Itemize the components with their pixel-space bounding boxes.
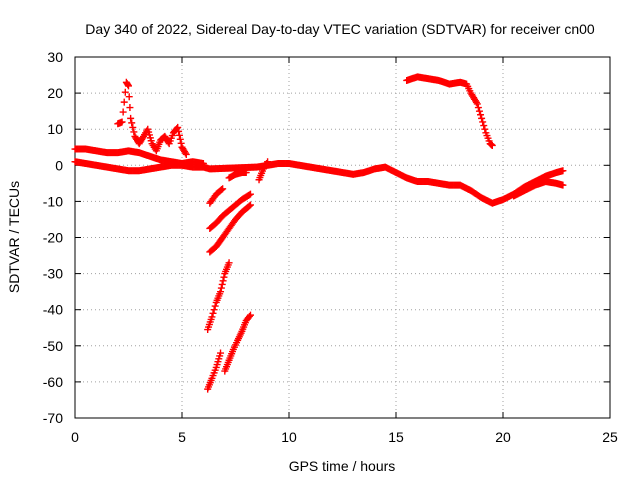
data-marks — [71, 73, 567, 393]
x-tick-label: 15 — [388, 429, 404, 445]
axis-ticks — [74, 56, 611, 419]
series-dip-g — [225, 169, 250, 182]
y-tick-label: -70 — [43, 410, 63, 426]
x-tick-label: 10 — [281, 429, 297, 445]
data-point — [199, 159, 207, 167]
data-point — [220, 273, 228, 281]
data-point — [225, 259, 233, 267]
data-point — [477, 111, 485, 119]
data-point — [181, 149, 189, 157]
data-point — [125, 93, 133, 101]
x-tick-label: 20 — [495, 429, 511, 445]
data-point — [124, 81, 132, 89]
data-point — [175, 127, 183, 135]
data-point — [129, 123, 137, 131]
series-dip-b — [206, 190, 254, 232]
data-point — [118, 118, 126, 126]
y-tick-label: -60 — [43, 374, 63, 390]
x-tick-label: 0 — [71, 429, 79, 445]
y-tick-label: -20 — [43, 230, 63, 246]
series-dip-c — [206, 201, 254, 256]
y-tick-label: 20 — [47, 85, 63, 101]
data-point — [208, 313, 216, 321]
data-point — [128, 119, 136, 127]
data-point — [119, 108, 127, 116]
y-tick-label: 30 — [47, 49, 63, 65]
data-point — [127, 114, 135, 122]
data-point — [246, 201, 254, 209]
data-point — [264, 158, 272, 166]
data-point — [218, 186, 226, 194]
data-point — [479, 118, 487, 126]
y-axis-label: SDTVAR / TECUs — [6, 181, 22, 293]
data-point — [559, 167, 567, 175]
data-point — [211, 302, 219, 310]
data-point — [559, 181, 567, 189]
data-point — [209, 309, 217, 317]
data-point — [245, 202, 253, 210]
y-tick-labels: 30 20 10 0 -10 -20 -30 -40 -50 -60 -70 — [43, 49, 63, 426]
data-point — [217, 288, 225, 296]
grid — [75, 57, 610, 418]
data-point — [246, 311, 254, 319]
data-point — [480, 122, 488, 130]
series-main-trace — [71, 158, 567, 207]
chart-title: Day 340 of 2022, Sidereal Day-to-day VTE… — [85, 21, 595, 37]
series-dip-f — [221, 311, 254, 375]
data-point — [472, 98, 480, 106]
series-early-spikes — [114, 78, 190, 158]
data-point — [218, 280, 226, 288]
series-dip-a — [206, 185, 227, 207]
data-point — [217, 349, 225, 357]
y-tick-label: -50 — [43, 338, 63, 354]
x-axis-label: GPS time / hours — [289, 458, 396, 474]
data-point — [210, 306, 218, 314]
data-point — [120, 98, 128, 106]
data-point — [481, 125, 489, 133]
series-dip-d — [204, 259, 233, 334]
y-tick-label: -30 — [43, 266, 63, 282]
data-point — [174, 123, 182, 131]
series-trailing-segment — [510, 178, 567, 200]
x-tick-labels: 0 5 10 15 20 25 — [71, 429, 618, 445]
data-point — [182, 150, 190, 158]
data-point — [473, 100, 481, 108]
data-point — [121, 88, 129, 96]
data-point — [475, 107, 483, 115]
y-tick-label: -40 — [43, 302, 63, 318]
x-tick-label: 5 — [178, 429, 186, 445]
data-point — [219, 185, 227, 193]
data-point — [130, 128, 138, 136]
data-point — [245, 312, 253, 320]
y-tick-label: -10 — [43, 193, 63, 209]
series-late-high-arc — [403, 73, 496, 149]
data-point — [126, 104, 134, 112]
series-dip-e — [204, 349, 225, 393]
y-tick-label: 0 — [55, 157, 63, 173]
series-upper-trace — [71, 145, 207, 167]
data-point — [177, 139, 185, 147]
data-point — [474, 104, 482, 112]
data-point — [219, 277, 227, 285]
data-point — [176, 135, 184, 143]
data-point — [217, 284, 225, 292]
data-point — [478, 114, 486, 122]
data-point — [242, 169, 250, 177]
data-point — [488, 141, 496, 149]
y-tick-label: 10 — [47, 121, 63, 137]
series-dip-h — [255, 158, 272, 184]
data-point — [246, 190, 254, 198]
x-tick-label: 25 — [602, 429, 618, 445]
data-point — [125, 82, 132, 90]
data-point — [175, 131, 183, 139]
